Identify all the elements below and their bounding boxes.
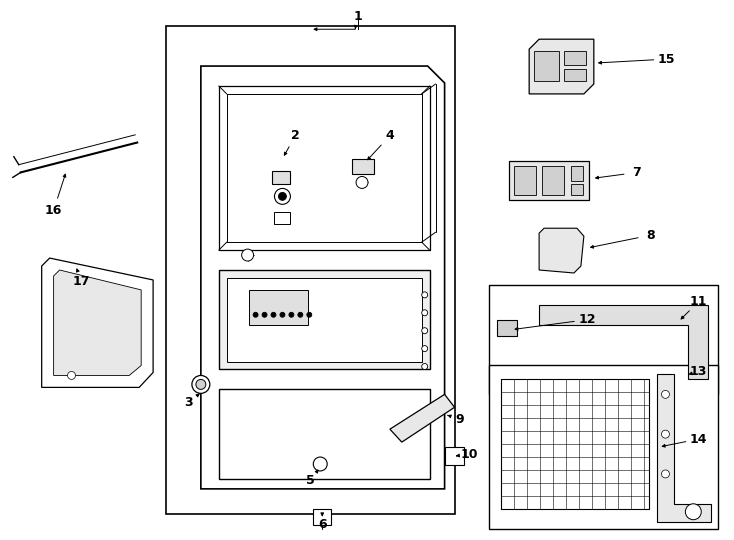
Circle shape xyxy=(661,470,669,478)
Circle shape xyxy=(422,346,428,352)
Text: 14: 14 xyxy=(689,433,707,446)
Circle shape xyxy=(422,310,428,316)
Text: 16: 16 xyxy=(45,204,62,217)
Bar xyxy=(490,285,718,394)
Text: 4: 4 xyxy=(385,129,394,142)
Polygon shape xyxy=(656,374,711,522)
Bar xyxy=(313,509,331,525)
Text: 2: 2 xyxy=(291,129,299,142)
Text: 10: 10 xyxy=(461,448,479,461)
Bar xyxy=(501,380,649,509)
Bar xyxy=(272,171,291,185)
Text: 8: 8 xyxy=(646,228,655,242)
Text: 15: 15 xyxy=(658,52,675,65)
Circle shape xyxy=(661,430,669,438)
Text: 11: 11 xyxy=(689,295,707,308)
Text: 12: 12 xyxy=(578,313,595,326)
Circle shape xyxy=(280,312,285,318)
Polygon shape xyxy=(201,66,445,489)
Polygon shape xyxy=(529,39,594,94)
Polygon shape xyxy=(539,305,708,380)
Polygon shape xyxy=(390,394,454,442)
Bar xyxy=(542,166,564,195)
Text: 1: 1 xyxy=(354,10,363,23)
Bar xyxy=(534,51,559,81)
Polygon shape xyxy=(54,270,141,375)
Polygon shape xyxy=(42,258,153,387)
Circle shape xyxy=(275,188,291,204)
Circle shape xyxy=(196,380,206,389)
Bar xyxy=(571,166,583,181)
Circle shape xyxy=(289,312,294,318)
Bar xyxy=(219,389,429,479)
Text: 5: 5 xyxy=(306,475,315,488)
Circle shape xyxy=(241,249,253,261)
Bar xyxy=(515,166,536,195)
Text: 3: 3 xyxy=(185,396,193,409)
Circle shape xyxy=(307,312,312,318)
Bar xyxy=(498,320,517,336)
Bar xyxy=(352,159,374,174)
Circle shape xyxy=(661,390,669,399)
Bar xyxy=(166,26,454,514)
Circle shape xyxy=(192,375,210,393)
Bar xyxy=(564,51,586,65)
Circle shape xyxy=(422,328,428,334)
Circle shape xyxy=(68,372,76,380)
Bar xyxy=(490,364,718,529)
Text: 13: 13 xyxy=(690,365,707,378)
Text: 17: 17 xyxy=(73,275,90,288)
Circle shape xyxy=(253,312,258,318)
Bar xyxy=(249,290,308,325)
Circle shape xyxy=(422,292,428,298)
Circle shape xyxy=(689,509,697,517)
Text: 7: 7 xyxy=(632,166,641,179)
Circle shape xyxy=(262,312,267,318)
Circle shape xyxy=(356,177,368,188)
Bar xyxy=(227,278,422,361)
Text: 9: 9 xyxy=(455,413,464,426)
Polygon shape xyxy=(539,228,584,273)
Bar xyxy=(571,185,583,195)
Circle shape xyxy=(422,363,428,369)
Circle shape xyxy=(313,457,327,471)
Bar xyxy=(219,270,429,369)
Circle shape xyxy=(686,504,701,519)
Circle shape xyxy=(278,192,286,200)
Circle shape xyxy=(298,312,303,318)
Bar xyxy=(509,160,589,200)
Bar xyxy=(275,212,291,224)
Bar xyxy=(564,69,586,81)
Bar xyxy=(445,447,465,465)
Text: 6: 6 xyxy=(318,518,327,531)
Circle shape xyxy=(271,312,276,318)
